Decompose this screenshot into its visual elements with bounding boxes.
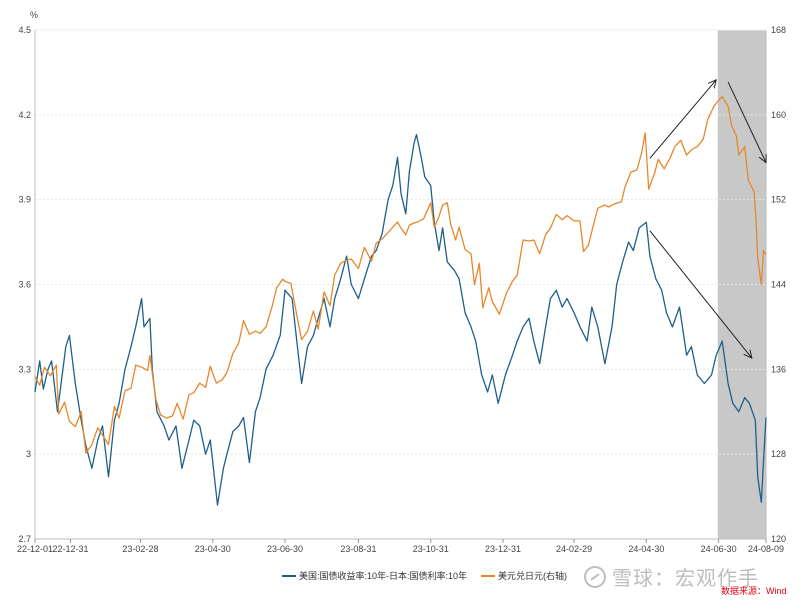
x-axis-tick: 23-12-31 [485, 544, 521, 554]
shaded-rect [717, 30, 766, 539]
series-lines [34, 96, 767, 506]
right-axis-tick: 144 [771, 280, 786, 290]
left-axis-tick: 4.2 [18, 110, 31, 120]
left-axis-unit: % [30, 10, 38, 20]
x-axis-tick: 24-06-30 [701, 544, 737, 554]
x-axis-tick: 22-12-01 [17, 544, 53, 554]
right-axis-tick: 136 [771, 364, 786, 374]
watermark: 雪球：宏观作手 [584, 562, 759, 591]
x-axis-tick: 23-10-31 [413, 544, 449, 554]
trend-arrow [649, 80, 716, 159]
shaded-region [717, 30, 766, 539]
legend-label-usdjpy: 美元兑日元(右轴) [498, 571, 568, 581]
x-axis-tick: 24-08-09 [748, 544, 784, 554]
legend-item-spread: 美国:国债收益率:10年-日本:国债利率:10年 [282, 569, 467, 582]
annotations [649, 80, 766, 358]
right-axis-tick: 152 [771, 195, 786, 205]
left-axis-tick: 3 [26, 449, 31, 459]
series-line-usdjpy [34, 96, 767, 454]
x-axis-tick: 23-08-31 [340, 544, 376, 554]
right-axis-tick: 128 [771, 449, 786, 459]
data-source: 数据来源：Wind [721, 586, 787, 596]
x-axis-tick: 23-06-30 [267, 544, 303, 554]
series-line-spread [34, 133, 767, 506]
left-axis-tick: 3.6 [18, 280, 31, 290]
x-axis-tick: 24-02-29 [556, 544, 592, 554]
watermark-text: 雪球：宏观作手 [612, 568, 759, 590]
legend-label-spread: 美国:国债收益率:10年-日本:国债利率:10年 [299, 571, 468, 581]
grid [35, 114, 766, 455]
axes: % 4.5 168 4.2 160 3.9 152 3.6 144 3.3 136 3 128 2.7 1… [17, 10, 786, 554]
trend-arrow [727, 81, 766, 163]
trend-arrow [649, 230, 752, 358]
x-axis-tick: 24-04-30 [628, 544, 664, 554]
x-axis-tick: 22-12-31 [53, 544, 89, 554]
legend-item-usdjpy: 美元兑日元(右轴) [481, 569, 567, 582]
legend-swatch-spread [282, 574, 296, 577]
x-axis-tick: 23-04-30 [195, 544, 231, 554]
legend: 美国:国债收益率:10年-日本:国债利率:10年 美元兑日元(右轴) [282, 569, 581, 582]
left-axis-tick: 2.7 [18, 534, 31, 544]
right-axis-tick: 120 [771, 534, 786, 544]
right-axis-tick: 168 [771, 25, 786, 35]
right-axis-tick: 160 [771, 110, 786, 120]
left-axis-tick: 3.3 [18, 364, 31, 374]
legend-swatch-usdjpy [481, 574, 496, 577]
left-axis-tick: 3.9 [18, 195, 31, 205]
left-axis-tick: 4.5 [18, 25, 31, 35]
snowball-logo-icon [584, 565, 606, 588]
x-axis-tick: 23-02-28 [122, 544, 158, 554]
